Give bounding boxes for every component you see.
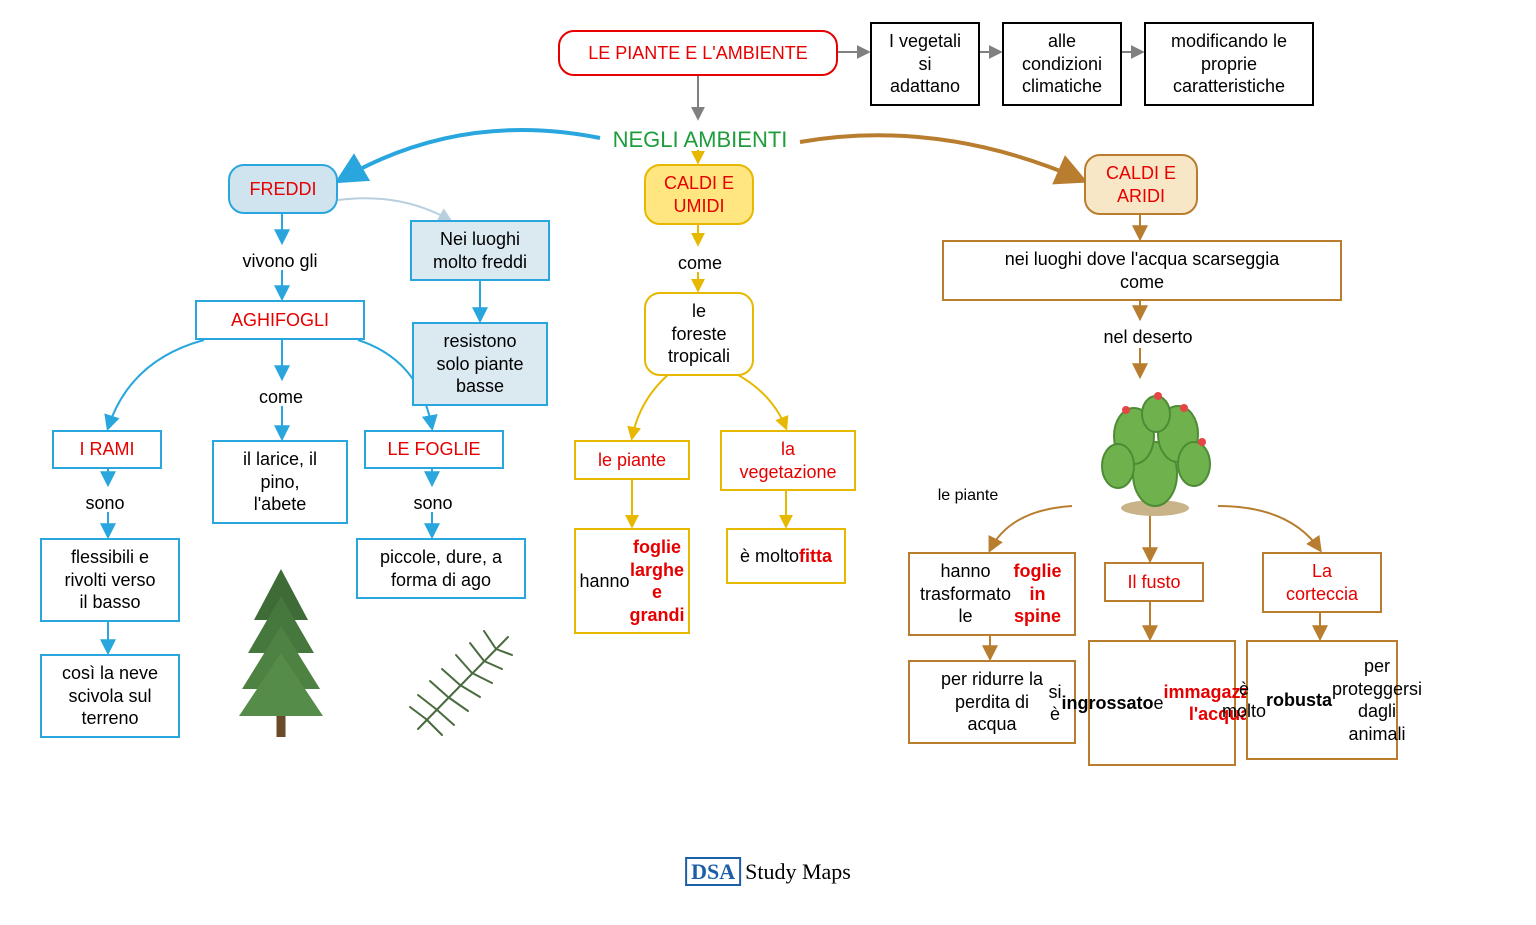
cactus-icon (1080, 378, 1230, 518)
aridi-node: CALDI EARIDI (1084, 154, 1198, 215)
top-box-2: allecondizioniclimatiche (1002, 22, 1122, 106)
larice-node: il larice, ilpino,l'abete (212, 440, 348, 524)
footer-dsa: DSA (685, 857, 741, 886)
aghifogli-node: AGHIFOGLI (195, 300, 365, 340)
sono1-label: sono (70, 486, 140, 521)
foreste-node: leforestetropicali (644, 292, 754, 376)
robusta-node: è molto robusta perproteggersidagli anim… (1246, 640, 1398, 760)
piccole-node: piccole, dure, aforma di ago (356, 538, 526, 599)
ingrossato-node: si è ingrossato e immagazzinal'acqua (1088, 640, 1236, 766)
vivono-label: vivono gli (225, 244, 335, 279)
footer-rest: Study Maps (745, 859, 851, 884)
pine-branch-icon (400, 620, 520, 750)
umidi-node: CALDI EUMIDI (644, 164, 754, 225)
negli-label: NEGLI AMBIENTI (600, 120, 800, 160)
lepiante-aridi-label: le piante (918, 480, 1018, 512)
irami-node: I RAMI (52, 430, 162, 469)
neve-node: così la nevescivola sulterreno (40, 654, 180, 738)
dove-node: nei luoghi dove l'acqua scarseggiacome (942, 240, 1342, 301)
sono2-label: sono (398, 486, 468, 521)
lepiante-umidi-node: le piante (574, 440, 690, 480)
come-freddi-label: come (246, 380, 316, 415)
flessibili-node: flessibili erivolti versoil basso (40, 538, 180, 622)
fitta-node: è molto fitta (726, 528, 846, 584)
top-box-3: modificando lepropriecaratteristiche (1144, 22, 1314, 106)
hanno-node: hanno foglielarghe egrandi (574, 528, 690, 634)
resistono-node: resistonosolo piantebasse (412, 322, 548, 406)
ilfusto-node: Il fusto (1104, 562, 1204, 602)
title-text: LE PIANTE E L'AMBIENTE (588, 42, 808, 65)
top-box-1: I vegetalisiadattano (870, 22, 980, 106)
deserto-label: nel deserto (1088, 320, 1208, 355)
lefoglie-node: LE FOGLIE (364, 430, 504, 469)
title-node: LE PIANTE E L'AMBIENTE (558, 30, 838, 76)
freddi-node: FREDDI (228, 164, 338, 214)
neiluoghi-node: Nei luoghimolto freddi (410, 220, 550, 281)
corteccia-node: Lacorteccia (1262, 552, 1382, 613)
come-umidi-label: come (670, 246, 730, 281)
pine-tree-icon (236, 560, 326, 740)
vegetazione-node: lavegetazione (720, 430, 856, 491)
foglie-spine-node: hannotrasformato le foglie in spine (908, 552, 1076, 636)
footer-watermark: DSAStudy Maps (685, 859, 851, 885)
